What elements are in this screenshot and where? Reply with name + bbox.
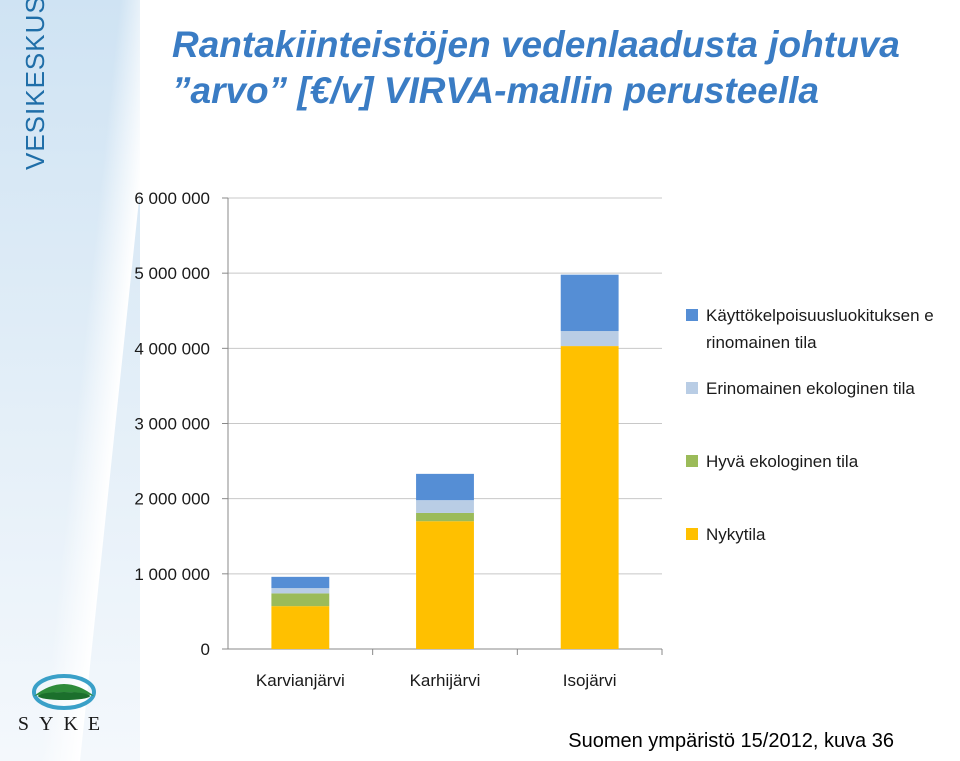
legend-swatch: [686, 309, 698, 321]
bar-segment: [271, 588, 330, 594]
logo-ring-icon: [32, 674, 96, 710]
y-tick-label: 2 000 000: [134, 490, 210, 509]
logo-shadow-icon: [38, 692, 90, 700]
bar-segment: [271, 593, 330, 607]
bar-segment: [560, 331, 619, 347]
y-tick-label: 5 000 000: [134, 264, 210, 283]
y-tick-label: 1 000 000: [134, 565, 210, 584]
legend-swatch: [686, 528, 698, 540]
legend-swatch: [686, 382, 698, 394]
x-axis-labels: Karvianjärvi Karhijärvi Isojärvi: [256, 671, 617, 690]
y-axis-ticks: 0 1 000 000 2 000 000 3 000 000 4 000 000 5 0…: [134, 189, 210, 659]
legend-label: Käyttökelpoisuusluokituksen e rinomainen …: [706, 306, 934, 352]
legend-label: Hyvä ekologinen tila: [706, 452, 859, 471]
y-tick-label: 0: [201, 640, 210, 659]
bar-segment: [416, 500, 474, 513]
legend-label: Erinomainen ekologinen tila: [706, 379, 915, 398]
bar-segment: [271, 576, 330, 589]
chart-title: Rantakiinteistöjen vedenlaadusta johtuva…: [172, 24, 900, 111]
y-tick-label: 3 000 000: [134, 415, 210, 434]
logo-text: SYKE: [18, 713, 110, 735]
x-tick-label: Isojärvi: [563, 671, 617, 690]
bars: [271, 274, 619, 649]
bar-segment: [560, 346, 619, 649]
x-tick-label: Karvianjärvi: [256, 671, 345, 690]
legend-swatch: [686, 455, 698, 467]
y-tick-label: 4 000 000: [134, 339, 210, 358]
legend: Käyttökelpoisuusluokituksen e rinomainen …: [686, 306, 934, 544]
syke-logo: SYKE: [18, 674, 110, 735]
bar-segment: [271, 606, 330, 649]
y-tick-label: 6 000 000: [134, 189, 210, 208]
x-tick-label: Karhijärvi: [410, 671, 481, 690]
bar-segment: [416, 473, 474, 501]
source-caption: Suomen ympäristö 15/2012, kuva 36: [568, 730, 894, 752]
legend-label: Nykytila: [706, 525, 766, 544]
bar-segment: [416, 521, 474, 649]
sidebar-panel: VESIKESKUS: [0, 0, 140, 761]
bar-segment: [416, 512, 474, 522]
bar-segment: [560, 274, 619, 332]
